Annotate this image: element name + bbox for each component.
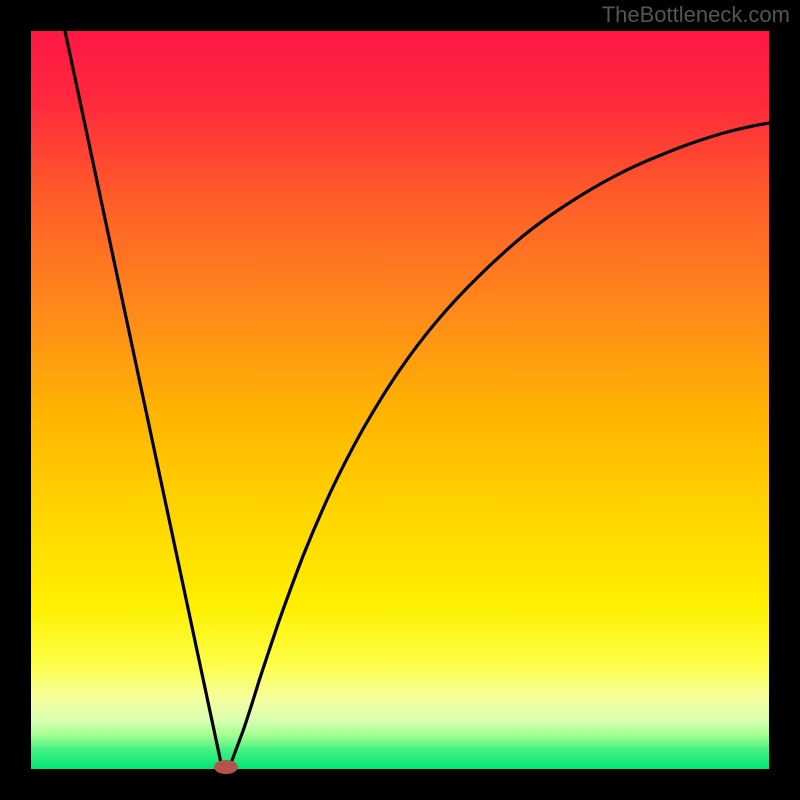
watermark-text: TheBottleneck.com xyxy=(602,2,790,28)
bottleneck-curve xyxy=(65,31,769,767)
chart-container: TheBottleneck.com xyxy=(0,0,800,800)
plot-area xyxy=(31,31,769,769)
curve-svg xyxy=(31,31,769,769)
minimum-marker xyxy=(214,760,238,774)
